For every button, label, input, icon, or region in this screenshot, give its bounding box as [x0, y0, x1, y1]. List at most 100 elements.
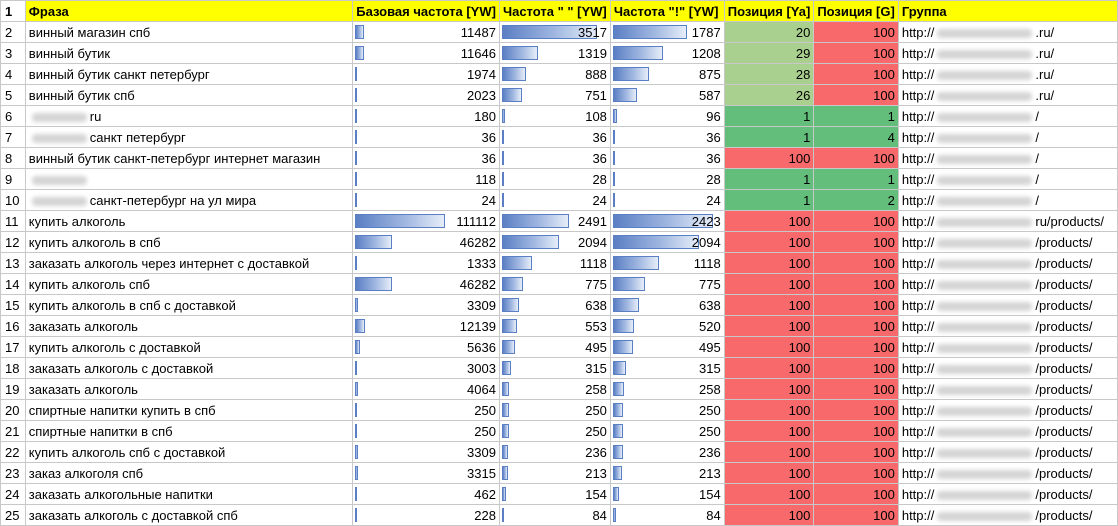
cell-phrase[interactable]: ru [24, 105, 354, 127]
row-number[interactable]: 8 [0, 147, 26, 169]
cell-excl-frequency[interactable]: 2094 [609, 231, 725, 253]
cell-excl-frequency[interactable]: 36 [609, 147, 725, 169]
cell-group-url[interactable]: http:// / [897, 168, 1118, 190]
cell-position-g[interactable]: 100 [813, 357, 899, 379]
cell-quote-frequency[interactable]: 236 [498, 441, 611, 463]
cell-quote-frequency[interactable]: 250 [498, 420, 611, 442]
cell-position-ya[interactable]: 26 [723, 84, 815, 106]
cell-position-ya[interactable]: 100 [723, 336, 815, 358]
cell-group-url[interactable]: http:// /products/ [897, 399, 1118, 421]
cell-phrase[interactable]: заказать алкоголь [24, 315, 354, 337]
cell-position-ya[interactable]: 28 [723, 63, 815, 85]
cell-quote-frequency[interactable]: 315 [498, 357, 611, 379]
cell-base-frequency[interactable]: 180 [352, 105, 500, 127]
cell-group-url[interactable]: http:// /products/ [897, 273, 1118, 295]
cell-quote-frequency[interactable]: 775 [498, 273, 611, 295]
cell-position-ya[interactable]: 100 [723, 294, 815, 316]
row-number[interactable]: 25 [0, 504, 26, 526]
cell-quote-frequency[interactable]: 108 [498, 105, 611, 127]
row-number[interactable]: 23 [0, 462, 26, 484]
cell-position-ya[interactable]: 100 [723, 231, 815, 253]
row-number[interactable]: 17 [0, 336, 26, 358]
cell-phrase[interactable]: санкт петербург [24, 126, 354, 148]
cell-group-url[interactable]: http:// / [897, 189, 1118, 211]
header-base-frequency[interactable]: Базовая частота [YW] [352, 0, 500, 22]
cell-phrase[interactable] [24, 168, 354, 190]
cell-phrase[interactable]: спиртные напитки купить в спб [24, 399, 354, 421]
cell-group-url[interactable]: http:// /products/ [897, 336, 1118, 358]
header-group[interactable]: Группа [897, 0, 1118, 22]
cell-position-ya[interactable]: 100 [723, 210, 815, 232]
cell-position-g[interactable]: 100 [813, 42, 899, 64]
cell-phrase[interactable]: заказ алкоголя спб [24, 462, 354, 484]
cell-group-url[interactable]: http:// /products/ [897, 483, 1118, 505]
cell-excl-frequency[interactable]: 250 [609, 420, 725, 442]
cell-position-ya[interactable]: 100 [723, 462, 815, 484]
cell-phrase[interactable]: купить алкоголь спб [24, 273, 354, 295]
cell-group-url[interactable]: http:// /products/ [897, 420, 1118, 442]
cell-group-url[interactable]: http:// .ru/ [897, 42, 1118, 64]
row-number[interactable]: 9 [0, 168, 26, 190]
cell-group-url[interactable]: http:// / [897, 147, 1118, 169]
cell-excl-frequency[interactable]: 520 [609, 315, 725, 337]
cell-quote-frequency[interactable]: 258 [498, 378, 611, 400]
cell-quote-frequency[interactable]: 84 [498, 504, 611, 526]
cell-base-frequency[interactable]: 1974 [352, 63, 500, 85]
cell-base-frequency[interactable]: 36 [352, 126, 500, 148]
header-phrase[interactable]: Фраза [24, 0, 354, 22]
cell-phrase[interactable]: купить алкоголь с доставкой [24, 336, 354, 358]
cell-position-g[interactable]: 100 [813, 210, 899, 232]
cell-position-ya[interactable]: 1 [723, 126, 815, 148]
cell-position-g[interactable]: 1 [813, 105, 899, 127]
cell-quote-frequency[interactable]: 495 [498, 336, 611, 358]
cell-position-g[interactable]: 100 [813, 399, 899, 421]
cell-phrase[interactable]: винный магазин спб [24, 21, 354, 43]
cell-position-ya[interactable]: 100 [723, 420, 815, 442]
cell-quote-frequency[interactable]: 2094 [498, 231, 611, 253]
cell-group-url[interactable]: http:// /products/ [897, 315, 1118, 337]
cell-position-g[interactable]: 100 [813, 273, 899, 295]
cell-position-ya[interactable]: 100 [723, 483, 815, 505]
cell-quote-frequency[interactable]: 213 [498, 462, 611, 484]
cell-position-g[interactable]: 2 [813, 189, 899, 211]
cell-group-url[interactable]: http:// /products/ [897, 378, 1118, 400]
row-number[interactable]: 14 [0, 273, 26, 295]
cell-group-url[interactable]: http:// / [897, 105, 1118, 127]
cell-position-ya[interactable]: 100 [723, 399, 815, 421]
row-number[interactable]: 12 [0, 231, 26, 253]
cell-excl-frequency[interactable]: 258 [609, 378, 725, 400]
header-exact-frequency[interactable]: Частота "!" [YW] [609, 0, 725, 22]
cell-base-frequency[interactable]: 118 [352, 168, 500, 190]
cell-position-ya[interactable]: 1 [723, 168, 815, 190]
cell-phrase[interactable]: заказать алкоголь с доставкой спб [24, 504, 354, 526]
cell-position-ya[interactable]: 100 [723, 315, 815, 337]
header-position-g[interactable]: Позиция [G] [813, 0, 899, 22]
header-quote-frequency[interactable]: Частота " " [YW] [498, 0, 611, 22]
cell-position-g[interactable]: 100 [813, 231, 899, 253]
cell-base-frequency[interactable]: 46282 [352, 273, 500, 295]
cell-quote-frequency[interactable]: 250 [498, 399, 611, 421]
row-number[interactable]: 10 [0, 189, 26, 211]
cell-excl-frequency[interactable]: 154 [609, 483, 725, 505]
cell-excl-frequency[interactable]: 84 [609, 504, 725, 526]
row-number[interactable]: 7 [0, 126, 26, 148]
cell-phrase[interactable]: заказать алкогольные напитки [24, 483, 354, 505]
cell-group-url[interactable]: http:// /products/ [897, 252, 1118, 274]
cell-phrase[interactable]: винный бутик санкт-петербург интернет ма… [24, 147, 354, 169]
cell-quote-frequency[interactable]: 36 [498, 147, 611, 169]
cell-excl-frequency[interactable]: 250 [609, 399, 725, 421]
cell-position-g[interactable]: 100 [813, 336, 899, 358]
cell-phrase[interactable]: винный бутик [24, 42, 354, 64]
cell-position-g[interactable]: 100 [813, 378, 899, 400]
row-number[interactable]: 15 [0, 294, 26, 316]
cell-quote-frequency[interactable]: 36 [498, 126, 611, 148]
cell-position-ya[interactable]: 100 [723, 252, 815, 274]
cell-position-g[interactable]: 100 [813, 21, 899, 43]
cell-position-g[interactable]: 100 [813, 420, 899, 442]
cell-excl-frequency[interactable]: 775 [609, 273, 725, 295]
row-number[interactable]: 18 [0, 357, 26, 379]
cell-excl-frequency[interactable]: 1787 [609, 21, 725, 43]
cell-excl-frequency[interactable]: 24 [609, 189, 725, 211]
cell-base-frequency[interactable]: 462 [352, 483, 500, 505]
row-number[interactable]: 13 [0, 252, 26, 274]
